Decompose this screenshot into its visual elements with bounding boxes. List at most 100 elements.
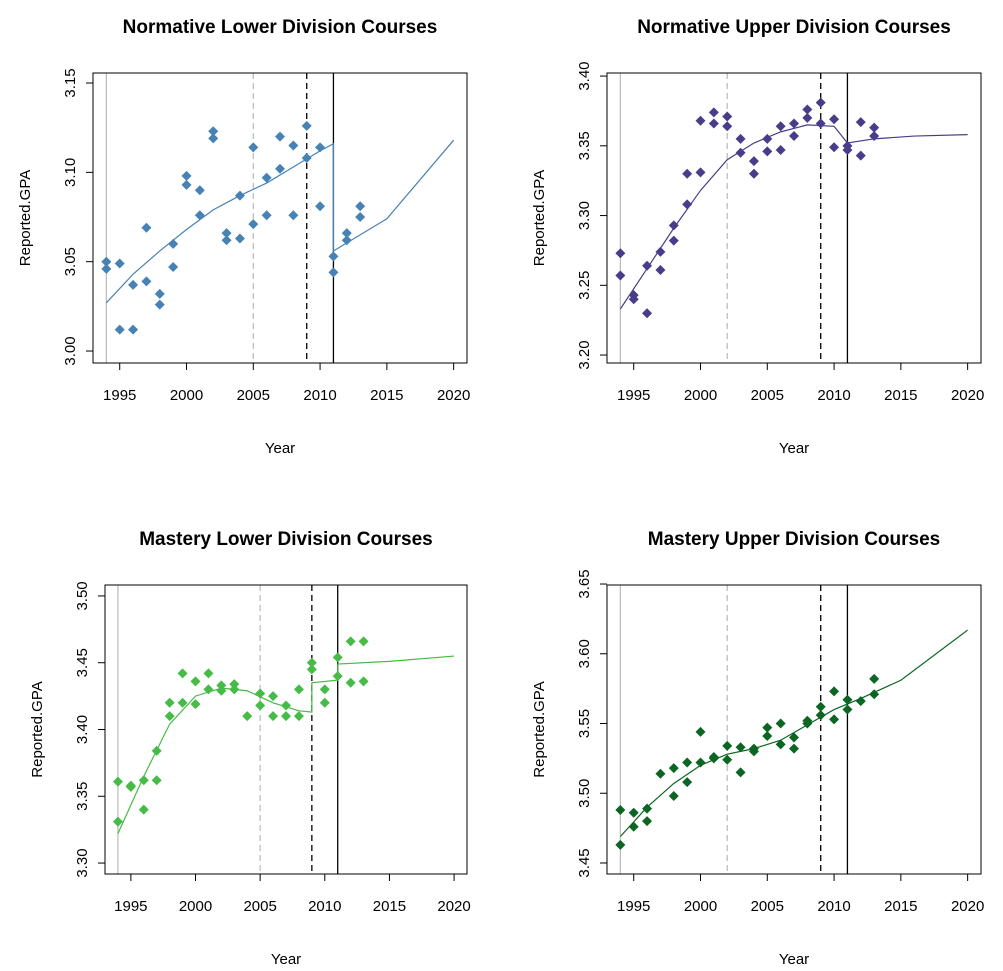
data-point bbox=[722, 740, 733, 751]
data-point bbox=[829, 686, 840, 697]
data-point bbox=[128, 324, 139, 335]
y-tick-label: 3.45 bbox=[74, 648, 91, 677]
x-tick-label: 1995 bbox=[617, 898, 650, 915]
data-point bbox=[306, 657, 317, 668]
data-point bbox=[288, 140, 299, 151]
x-tick-label: 2010 bbox=[817, 387, 850, 404]
data-point bbox=[168, 238, 179, 249]
data-point bbox=[748, 156, 759, 167]
x-tick-label: 2005 bbox=[237, 387, 270, 404]
x-tick-label: 2020 bbox=[437, 387, 470, 404]
data-point bbox=[190, 676, 201, 687]
y-tick-label: 3.45 bbox=[576, 848, 593, 877]
data-point bbox=[141, 222, 152, 233]
data-point bbox=[355, 212, 366, 223]
x-tick-label: 2000 bbox=[684, 387, 717, 404]
x-tick-label: 2005 bbox=[751, 898, 784, 915]
data-point bbox=[682, 199, 693, 210]
data-point bbox=[315, 201, 326, 212]
data-point bbox=[789, 743, 799, 754]
data-point bbox=[855, 117, 866, 128]
data-point bbox=[248, 219, 259, 230]
data-point bbox=[208, 133, 219, 144]
y-tick-label: 3.65 bbox=[576, 569, 593, 598]
data-point bbox=[358, 676, 369, 687]
data-point bbox=[708, 107, 719, 118]
data-point bbox=[293, 684, 304, 695]
data-point bbox=[762, 146, 773, 157]
data-point bbox=[358, 636, 369, 647]
x-axis-label: Year bbox=[271, 951, 301, 968]
x-tick-label: 2020 bbox=[437, 898, 470, 915]
data-point bbox=[695, 726, 706, 737]
data-point bbox=[275, 163, 285, 174]
plot-frame bbox=[92, 72, 468, 364]
data-point bbox=[789, 732, 799, 743]
y-tick-label: 3.30 bbox=[576, 201, 593, 230]
data-point bbox=[332, 652, 343, 663]
data-point bbox=[208, 126, 219, 137]
y-tick-label: 3.60 bbox=[576, 639, 593, 668]
data-point bbox=[177, 668, 188, 679]
data-point bbox=[281, 711, 291, 722]
data-point bbox=[345, 636, 356, 647]
x-tick-label: 2015 bbox=[373, 898, 406, 915]
data-point bbox=[762, 731, 773, 742]
y-tick-label: 3.35 bbox=[576, 131, 593, 160]
data-point bbox=[829, 114, 840, 125]
data-point bbox=[815, 701, 826, 712]
x-tick-label: 2015 bbox=[884, 387, 917, 404]
data-point bbox=[164, 697, 175, 708]
data-point bbox=[261, 210, 272, 221]
y-axis-label: Reported.GPA bbox=[531, 170, 548, 266]
data-point bbox=[642, 803, 653, 814]
fit-line bbox=[117, 655, 455, 834]
x-tick-label: 2000 bbox=[684, 898, 717, 915]
fit-line bbox=[619, 629, 969, 837]
data-point bbox=[775, 739, 786, 750]
x-tick-label: 2010 bbox=[817, 898, 850, 915]
data-point bbox=[869, 122, 880, 133]
data-point bbox=[221, 235, 232, 246]
data-point bbox=[775, 144, 786, 155]
data-point bbox=[615, 270, 626, 281]
y-tick-label: 3.50 bbox=[74, 581, 91, 610]
data-point bbox=[194, 185, 205, 196]
data-point bbox=[802, 104, 813, 115]
data-point bbox=[101, 256, 112, 267]
panel-title: Normative Upper Division Courses bbox=[637, 17, 951, 38]
x-tick-label: 2015 bbox=[884, 898, 917, 915]
plot-frame bbox=[606, 72, 982, 364]
data-point bbox=[181, 179, 192, 190]
data-point bbox=[141, 276, 152, 287]
x-tick-label: 2005 bbox=[243, 898, 276, 915]
y-tick-label: 3.35 bbox=[74, 782, 91, 811]
data-point bbox=[722, 121, 733, 132]
y-tick-label: 3.40 bbox=[576, 61, 593, 90]
data-point bbox=[255, 700, 266, 711]
data-point bbox=[668, 220, 679, 231]
y-tick-label: 3.10 bbox=[62, 158, 79, 187]
y-tick-label: 3.50 bbox=[576, 779, 593, 808]
data-point bbox=[722, 754, 733, 765]
x-axis-label: Year bbox=[265, 440, 295, 457]
data-point bbox=[762, 722, 773, 733]
data-point bbox=[341, 228, 352, 239]
x-tick-label: 2000 bbox=[170, 387, 203, 404]
data-point bbox=[668, 763, 679, 774]
x-tick-label: 2010 bbox=[303, 387, 336, 404]
data-point bbox=[789, 118, 799, 129]
data-point bbox=[642, 308, 653, 319]
data-point bbox=[301, 120, 312, 131]
data-point bbox=[275, 131, 285, 142]
x-tick-label: 2005 bbox=[751, 387, 784, 404]
data-point bbox=[789, 131, 799, 142]
data-point bbox=[229, 679, 240, 690]
data-point bbox=[829, 142, 840, 153]
data-point bbox=[355, 201, 366, 212]
y-tick-label: 3.00 bbox=[62, 336, 79, 365]
plot-frame bbox=[606, 584, 982, 875]
x-axis-label: Year bbox=[779, 440, 809, 457]
data-point bbox=[655, 246, 666, 257]
data-point bbox=[615, 804, 626, 815]
